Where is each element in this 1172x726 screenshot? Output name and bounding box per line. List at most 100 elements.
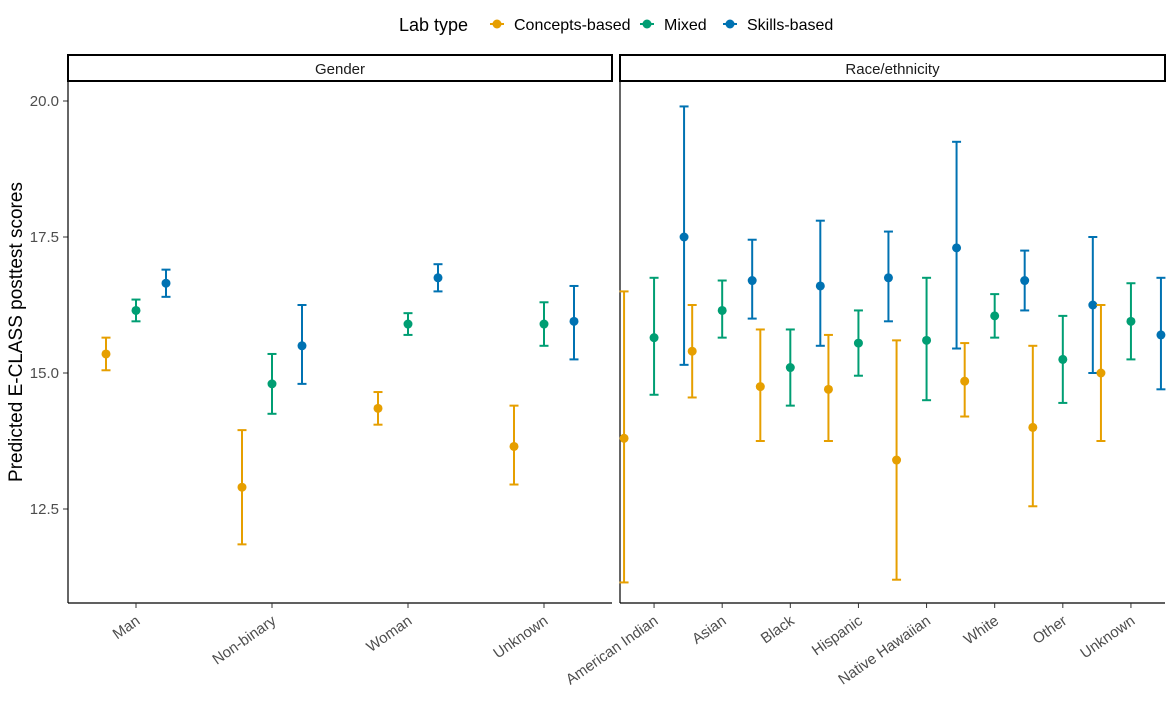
legend-item-concepts-based: Concepts-based <box>490 17 631 34</box>
data-point <box>161 278 171 288</box>
y-tick-label: 12.5 <box>30 501 59 518</box>
errorbar-concepts-based <box>509 404 519 486</box>
data-point <box>960 376 970 386</box>
errorbar-skills-based <box>433 263 443 293</box>
legend: Lab type Concepts-based Mixed Skills-based <box>399 15 833 35</box>
legend-title: Lab type <box>399 15 468 35</box>
errorbar-concepts-based <box>237 429 247 546</box>
errorbar-concepts-based <box>1028 344 1038 508</box>
y-tick-label: 17.5 <box>30 229 59 246</box>
y-tick-label: 15.0 <box>30 365 59 382</box>
errorbar-skills-based <box>1020 249 1030 312</box>
errorbar-skills-based <box>1156 276 1166 391</box>
data-point <box>569 316 579 326</box>
errorbar-concepts-based <box>960 342 970 418</box>
strip-box <box>619 54 1166 82</box>
data-point <box>297 341 307 351</box>
x-tick-label: American Indian <box>563 612 662 688</box>
data-point <box>853 338 863 348</box>
errorbar-skills-based <box>952 140 962 350</box>
legend-key-point <box>642 19 652 29</box>
errorbar-skills-based <box>1088 236 1098 374</box>
errorbar-mixed <box>649 276 659 396</box>
data-point <box>892 455 902 465</box>
errorbar-concepts-based <box>892 339 902 581</box>
legend-key-point <box>725 19 735 29</box>
data-point <box>922 335 932 345</box>
errorbar-mixed <box>922 276 932 402</box>
data-point <box>883 273 893 283</box>
data-point <box>952 243 962 253</box>
data-point <box>1088 300 1098 310</box>
x-tick-label: White <box>961 612 1002 648</box>
errorbar-mixed <box>539 301 549 347</box>
data-point <box>1156 330 1166 340</box>
legend-label: Concepts-based <box>514 17 631 34</box>
data-point <box>785 363 795 373</box>
strip-label: Gender <box>315 61 365 78</box>
data-point <box>403 319 413 329</box>
errorbar-mixed <box>403 312 413 336</box>
x-tick-label: Asian <box>689 612 729 647</box>
data-point <box>619 433 629 443</box>
legend-item-skills-based: Skills-based <box>723 17 833 34</box>
legend-item-mixed: Mixed <box>640 17 707 34</box>
x-tick-label: Unknown <box>490 612 551 662</box>
errorbar-mixed <box>131 298 141 323</box>
data-point <box>433 273 443 283</box>
errorbar-mixed <box>267 352 277 415</box>
errorbar-concepts-based <box>619 290 629 584</box>
x-tick-label: Woman <box>363 612 415 655</box>
data-point <box>509 441 519 451</box>
errorbar-skills-based <box>747 238 757 320</box>
errorbar-skills-based <box>883 230 893 323</box>
errorbar-mixed <box>1126 282 1136 361</box>
data-point <box>1096 368 1106 378</box>
x-tick-label: Other <box>1030 612 1070 647</box>
x-tick-label: Unknown <box>1077 612 1138 662</box>
errorbar-concepts-based <box>823 333 833 442</box>
errorbar-concepts-based <box>373 391 383 426</box>
legend-label: Skills-based <box>747 17 833 34</box>
errorbar-mixed <box>785 328 795 407</box>
errorbar-concepts-based <box>687 304 697 399</box>
legend-label: Mixed <box>664 17 707 34</box>
data-point <box>747 276 757 286</box>
data-point <box>373 403 383 413</box>
y-tick-label: 20.0 <box>30 93 59 110</box>
x-tick-label: Hispanic <box>809 612 866 659</box>
panel-gender: Gender Man Non-binary Woman Unknown <box>67 54 613 668</box>
data-point <box>237 482 247 492</box>
data-point <box>1058 354 1068 364</box>
errorbar-concepts-based <box>1096 304 1106 442</box>
data-point <box>101 349 111 359</box>
data-point <box>131 305 141 315</box>
errorbar-mixed <box>990 293 1000 339</box>
x-tick-label: Non-binary <box>209 612 279 668</box>
errorbar-mixed <box>853 309 863 377</box>
data-point <box>687 346 697 356</box>
data-point <box>815 281 825 291</box>
errorbar-skills-based <box>679 105 689 366</box>
errorbar-mixed <box>717 279 727 339</box>
strip-box <box>67 54 613 82</box>
data-point <box>717 305 727 315</box>
data-point <box>1126 316 1136 326</box>
x-tick-label: Man <box>110 612 144 643</box>
legend-key-point <box>492 19 502 29</box>
panel-race-ethnicity: Race/ethnicity American Indian Asian Black H… <box>563 54 1166 688</box>
errorbar-concepts-based <box>755 328 765 442</box>
data-point <box>755 382 765 392</box>
data-point <box>539 319 549 329</box>
errorbar-skills-based <box>161 268 171 298</box>
errorbar-skills-based <box>569 284 579 361</box>
y-axis: 12.5 15.0 17.5 20.0 <box>30 93 68 518</box>
y-axis-label: Predicted E-CLASS posttest scores <box>6 182 27 482</box>
errorbar-concepts-based <box>101 336 111 372</box>
x-tick-label: Black <box>758 612 798 647</box>
data-point <box>679 232 689 242</box>
data-point <box>649 333 659 343</box>
strip-label: Race/ethnicity <box>845 61 940 78</box>
